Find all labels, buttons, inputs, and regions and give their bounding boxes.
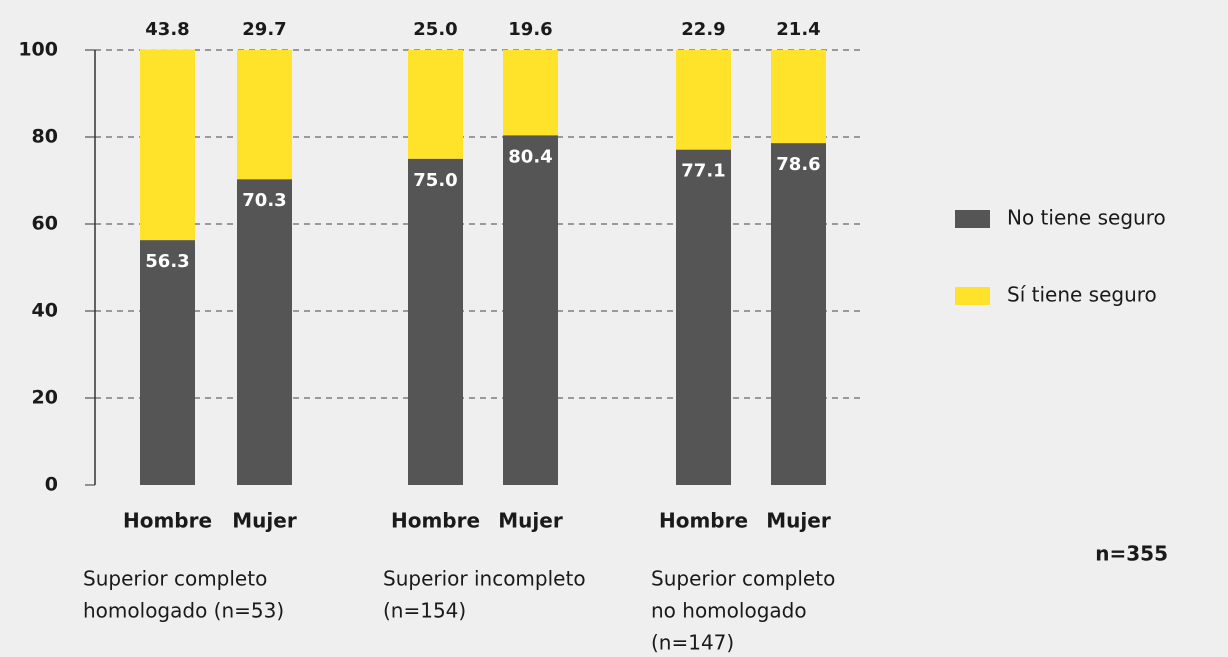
group-label: homologado (n=53) <box>83 599 284 623</box>
bar-segment <box>503 50 558 136</box>
bar-segment <box>140 240 195 485</box>
value-label: 43.8 <box>145 19 189 40</box>
value-label: 56.3 <box>145 251 189 272</box>
value-label: 80.4 <box>508 146 552 167</box>
bar-segment <box>676 50 731 150</box>
y-tick-label: 60 <box>32 213 58 235</box>
group-label: (n=147) <box>651 631 734 655</box>
x-tick-label: Hombre <box>659 509 748 533</box>
x-tick-label: Mujer <box>766 509 831 533</box>
bar-segment <box>676 149 731 486</box>
bar-segment <box>408 50 463 159</box>
bar-segment <box>503 135 558 485</box>
group-label: Superior completo <box>83 567 267 591</box>
y-tick-label: 80 <box>32 126 58 148</box>
bar-segment <box>237 179 292 485</box>
bar-segment <box>140 49 195 241</box>
value-label: 29.7 <box>242 19 286 40</box>
group-label: Superior incompleto <box>383 567 586 591</box>
value-label: 75.0 <box>413 170 457 191</box>
y-tick-label: 0 <box>45 474 58 496</box>
x-tick-label: Mujer <box>232 509 297 533</box>
group-label: Superior completo <box>651 567 835 591</box>
legend-label: No tiene seguro <box>1007 206 1166 230</box>
bar-segment <box>237 50 292 180</box>
group-label: no homologado <box>651 599 807 623</box>
x-tick-label: Mujer <box>498 509 563 533</box>
legend-label: Sí tiene seguro <box>1007 283 1157 307</box>
value-label: 22.9 <box>681 19 725 40</box>
sample-note: n=355 <box>1095 542 1168 566</box>
value-label: 70.3 <box>242 190 286 211</box>
x-tick-label: Hombre <box>391 509 480 533</box>
value-label: 19.6 <box>508 19 552 40</box>
value-label: 21.4 <box>776 19 820 40</box>
value-label: 25.0 <box>413 19 457 40</box>
bar-segment <box>771 143 826 485</box>
value-label: 77.1 <box>681 161 725 182</box>
y-tick-label: 20 <box>32 387 58 409</box>
y-tick-label: 100 <box>18 39 58 61</box>
x-tick-label: Hombre <box>123 509 212 533</box>
y-tick-label: 40 <box>32 300 58 322</box>
bar-segment <box>771 50 826 144</box>
value-label: 78.6 <box>776 154 820 175</box>
group-label: (n=154) <box>383 599 466 623</box>
legend-swatch <box>955 287 990 305</box>
bar-segment <box>408 158 463 485</box>
legend-swatch <box>955 210 990 228</box>
